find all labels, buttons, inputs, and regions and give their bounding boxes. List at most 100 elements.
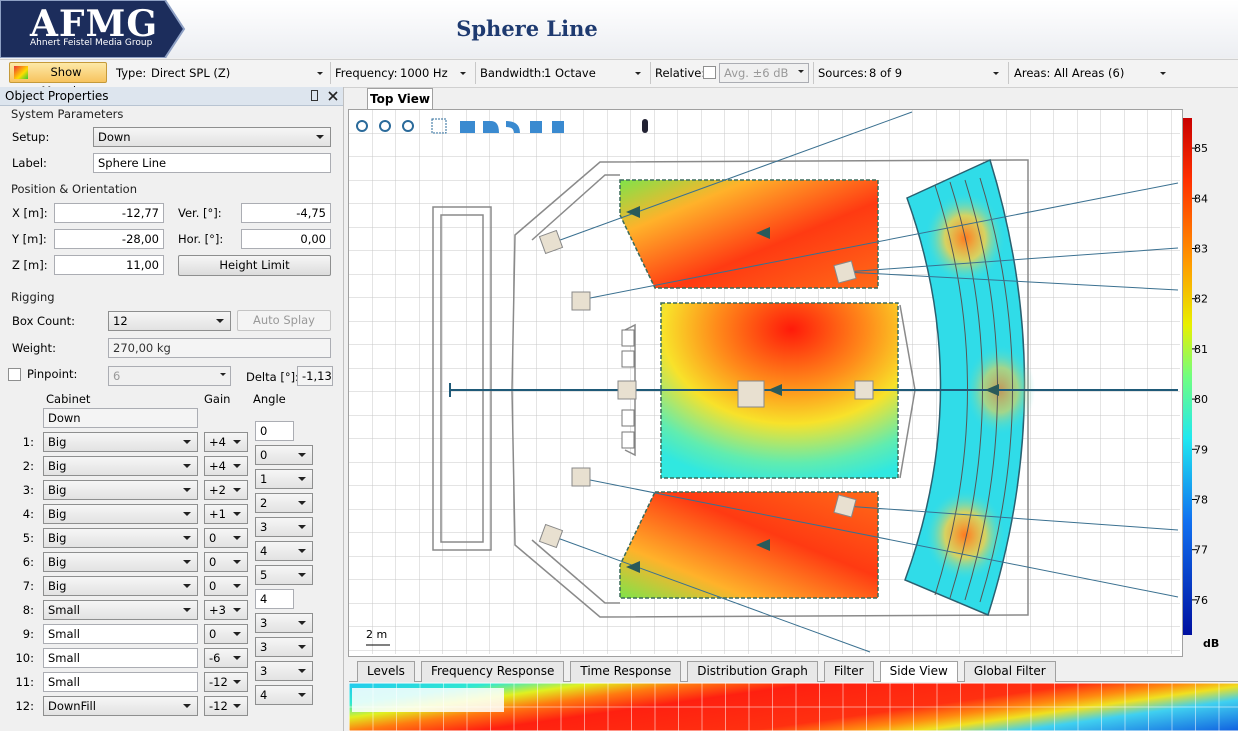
- circle-shape: [379, 120, 391, 132]
- column-header: Gain: [204, 392, 231, 406]
- bottom-tab[interactable]: Side View: [879, 661, 958, 682]
- weight-label: Weight:: [12, 341, 56, 355]
- angle-select[interactable]: 4: [255, 685, 313, 705]
- sources-label: Sources:: [818, 66, 868, 80]
- colorbar-tick-label: 84: [1194, 192, 1208, 205]
- toolbar: [0, 59, 1238, 88]
- height-limit-button[interactable]: Height Limit: [178, 255, 331, 276]
- gain-select[interactable]: +1: [204, 504, 248, 524]
- separator: [650, 62, 651, 84]
- row-index: 4:: [22, 507, 34, 521]
- bottom-tab[interactable]: Distribution Graph: [687, 661, 818, 682]
- angle-select[interactable]: 0: [255, 445, 313, 465]
- colorbar-tick-label: 77: [1194, 544, 1208, 557]
- setup-select[interactable]: Down: [93, 127, 331, 147]
- ver-label: Ver. [°]:: [178, 206, 222, 220]
- bottom-tab[interactable]: Filter: [823, 661, 874, 682]
- angle-select: 4: [255, 589, 294, 609]
- angle-select[interactable]: 5: [255, 565, 313, 585]
- bottom-tabs: Levels Frequency Response Time Response Dis…: [349, 659, 1238, 682]
- logo-subtitle: Ahnert Feistel Media Group: [30, 38, 153, 48]
- path-shape: [756, 539, 770, 551]
- rect-shape: [431, 118, 447, 134]
- rect-shape: [432, 206, 492, 551]
- cabinet-select[interactable]: Big: [43, 456, 198, 476]
- view-tab[interactable]: Top View: [367, 88, 433, 110]
- box-count-select[interactable]: 12: [108, 311, 231, 331]
- gain-select[interactable]: +3: [204, 600, 248, 620]
- colorbar-label: dB: [1203, 637, 1219, 650]
- rect-shape: [621, 431, 635, 449]
- ver-input[interactable]: -4,75: [241, 203, 331, 223]
- venue-outline: [432, 159, 1029, 618]
- cabinet-select[interactable]: Big: [43, 432, 198, 452]
- sources-select[interactable]: 8 of 9: [869, 66, 1003, 80]
- gain-select[interactable]: -12: [204, 672, 248, 692]
- gain-select[interactable]: 0: [204, 552, 248, 572]
- seating-blocks: [621, 329, 635, 449]
- column-header: Angle: [253, 392, 286, 406]
- relative-checkbox[interactable]: [703, 66, 716, 79]
- angle-select[interactable]: 2: [255, 493, 313, 513]
- frequency-select[interactable]: 1000 Hz: [400, 66, 470, 80]
- line-shape: [579, 477, 1179, 598]
- bandwidth-select[interactable]: 1 Octave: [544, 66, 645, 80]
- angle-select[interactable]: 1: [255, 469, 313, 489]
- audience-area: [619, 491, 879, 599]
- bottom-tab[interactable]: Time Response: [570, 661, 682, 682]
- hor-input[interactable]: 0,00: [241, 229, 331, 249]
- close-icon[interactable]: [327, 90, 339, 102]
- side-view-toolbar[interactable]: [352, 688, 504, 712]
- angle-select[interactable]: 3: [255, 661, 313, 681]
- pinpoint-checkbox[interactable]: [8, 368, 21, 381]
- setup-label: Setup:: [12, 130, 50, 144]
- line-shape: [551, 535, 871, 653]
- line-shape: [844, 271, 1179, 291]
- gain-select[interactable]: 0: [204, 624, 248, 644]
- gain-select[interactable]: 0: [204, 576, 248, 596]
- cabinet-select[interactable]: Small: [43, 600, 198, 620]
- view-toolbar[interactable]: [356, 118, 648, 134]
- angle-select[interactable]: 3: [255, 517, 313, 537]
- gain-select[interactable]: -6: [204, 648, 248, 668]
- z-input[interactable]: 11,00: [54, 255, 164, 275]
- bottom-tab[interactable]: Global Filter: [963, 661, 1056, 682]
- auto-splay-button[interactable]: Auto Splay: [237, 310, 331, 331]
- cabinet-select[interactable]: Big: [43, 552, 198, 572]
- type-select[interactable]: Direct SPL (Z): [151, 66, 327, 80]
- pin-icon[interactable]: [311, 90, 318, 101]
- y-input[interactable]: -28,00: [54, 229, 164, 249]
- delta-label: Delta [°]:: [246, 370, 299, 384]
- cabinet-select[interactable]: Big: [43, 504, 198, 524]
- angle-select[interactable]: 3: [255, 613, 313, 633]
- rect-shape: [571, 291, 591, 311]
- gain-select[interactable]: -12: [204, 696, 248, 716]
- relative-select[interactable]: Avg. ±6 dB: [719, 63, 809, 83]
- areas-select[interactable]: All Areas (6): [1054, 66, 1170, 80]
- cabinet-select[interactable]: Big: [43, 576, 198, 596]
- angle-select[interactable]: 4: [255, 541, 313, 561]
- cabinet-select[interactable]: Big: [43, 480, 198, 500]
- audience-area: [619, 179, 879, 289]
- cabinet-select[interactable]: Big: [43, 528, 198, 548]
- label-input[interactable]: Sphere Line: [93, 153, 331, 173]
- gain-select[interactable]: +2: [204, 480, 248, 500]
- gain-select[interactable]: +4: [204, 432, 248, 452]
- colorbar-tick-label: 78: [1194, 493, 1208, 506]
- gain-select[interactable]: 0: [204, 528, 248, 548]
- cabinet-select[interactable]: DownFill: [43, 696, 198, 716]
- logo-shape: [0, 0, 186, 58]
- bottom-tab[interactable]: Frequency Response: [420, 661, 565, 682]
- bottom-tab[interactable]: Levels: [357, 661, 415, 682]
- rect-shape: [460, 121, 475, 133]
- pinpoint-select[interactable]: 6: [108, 366, 231, 386]
- gain-select[interactable]: +4: [204, 456, 248, 476]
- x-input[interactable]: -12,77: [54, 203, 164, 223]
- frequency-label: Frequency:: [335, 66, 398, 80]
- rect-shape: [617, 380, 637, 400]
- angle-select[interactable]: 3: [255, 637, 313, 657]
- path-shape: [531, 174, 620, 604]
- line-shape: [844, 505, 1179, 531]
- separator: [1008, 62, 1009, 84]
